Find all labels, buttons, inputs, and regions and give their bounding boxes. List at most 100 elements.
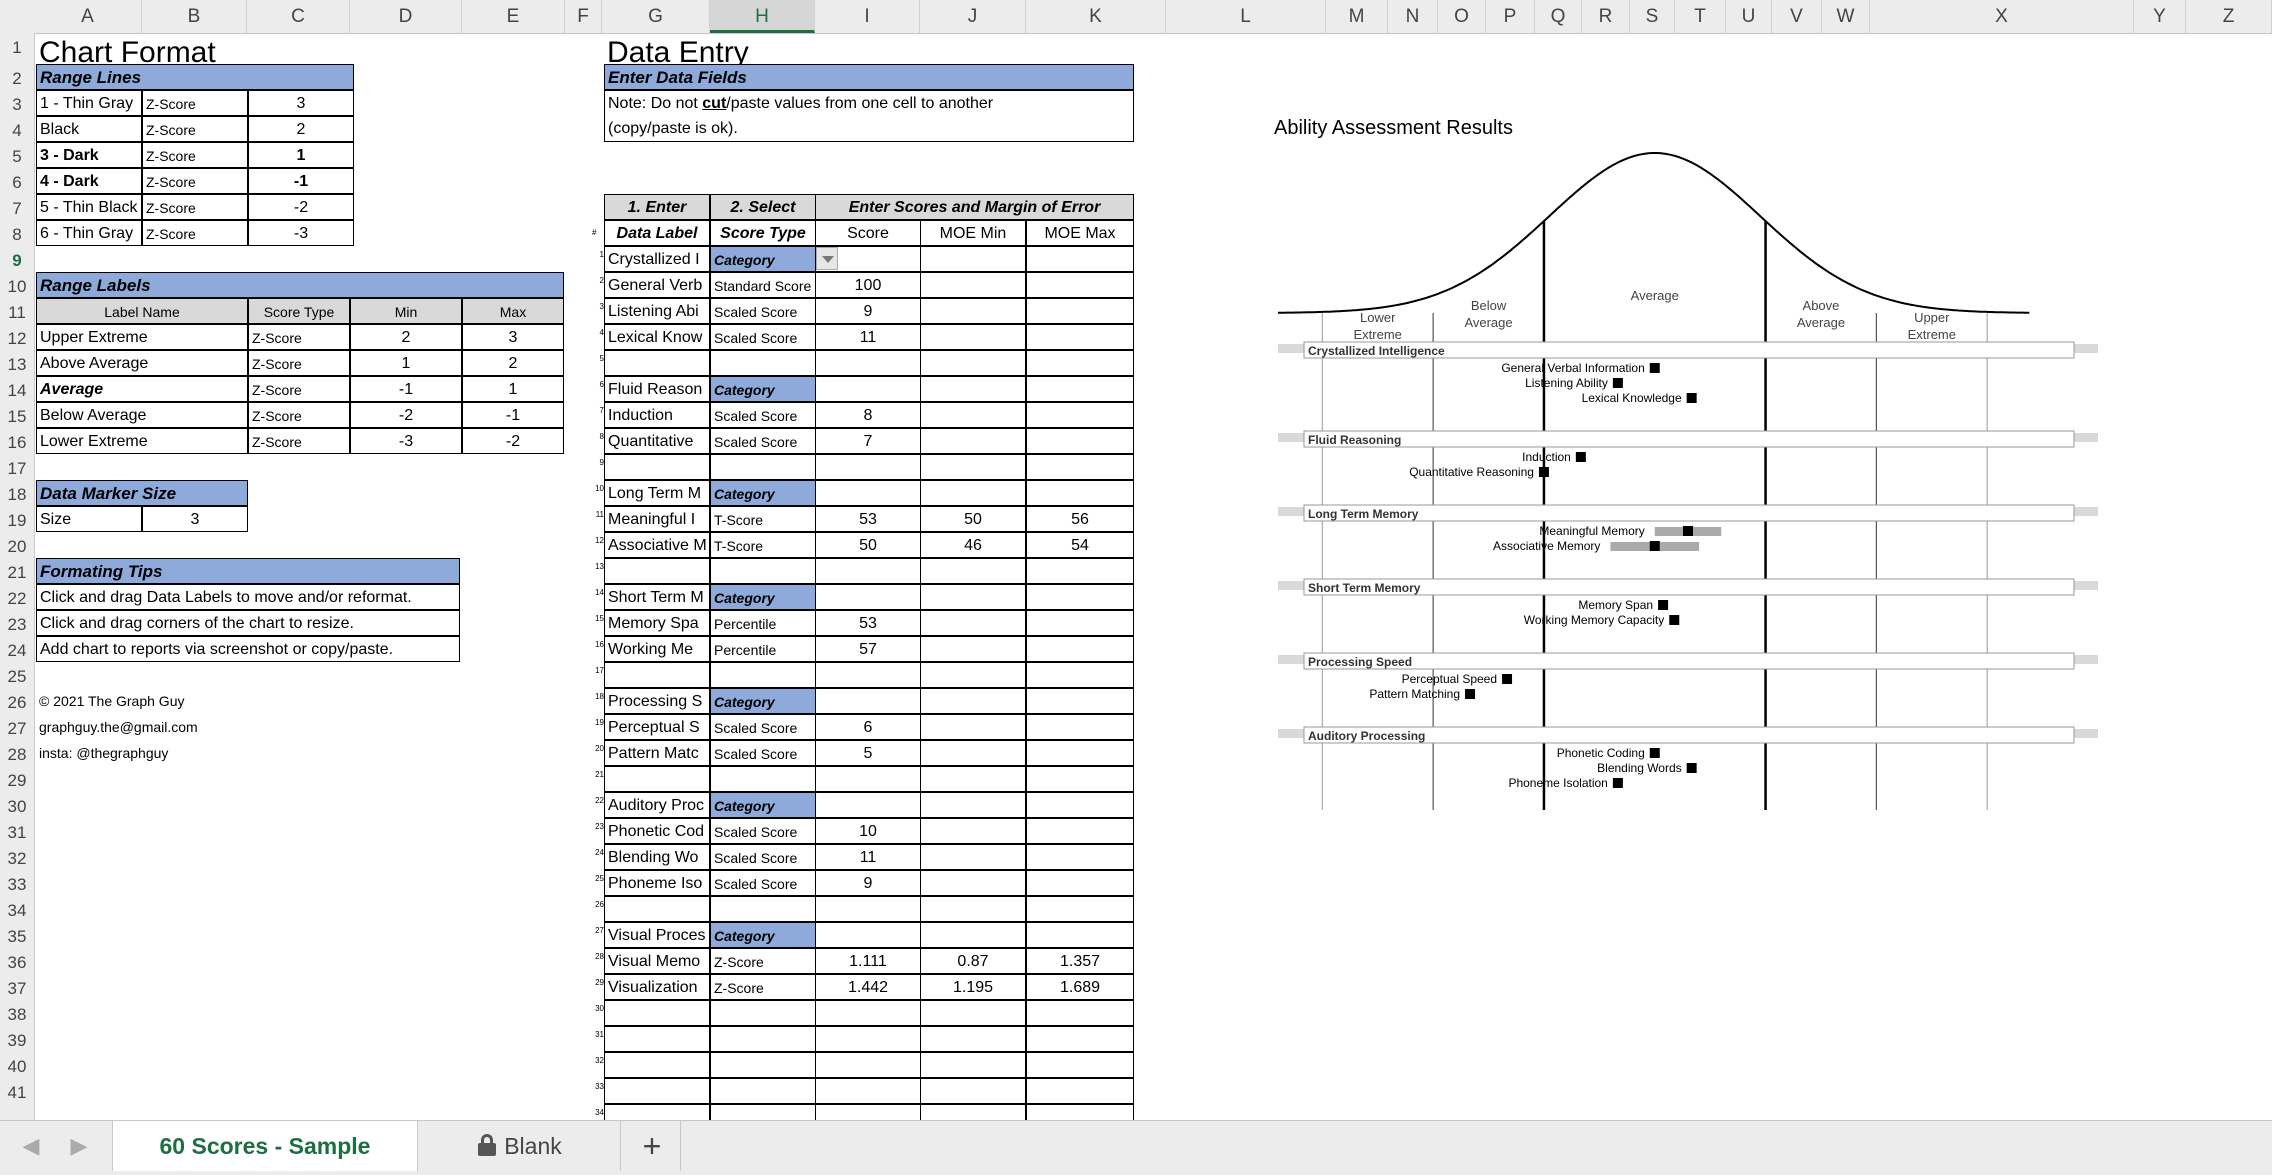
add-sheet-button[interactable]: + xyxy=(624,1121,681,1171)
entry-moe-max[interactable] xyxy=(1026,1026,1134,1052)
entry-moe-max[interactable] xyxy=(1026,428,1134,454)
row-header-14[interactable]: 14 xyxy=(7,381,27,400)
entry-moe-min[interactable]: 1.195 xyxy=(920,974,1026,1000)
row-header-4[interactable]: 4 xyxy=(12,121,22,140)
entry-moe-max[interactable] xyxy=(1026,818,1134,844)
entry-moe-min[interactable] xyxy=(920,298,1026,324)
entry-score-type[interactable]: Percentile xyxy=(710,636,816,662)
entry-score[interactable]: 8 xyxy=(815,402,921,428)
entry-score-type[interactable]: T-Score xyxy=(710,532,816,558)
enter-data-fields-header[interactable]: Enter Data Fields xyxy=(604,64,1134,90)
entry-score-type[interactable] xyxy=(710,1078,816,1104)
entry-score[interactable]: 9 xyxy=(815,298,921,324)
entry-moe-min[interactable] xyxy=(920,870,1026,896)
column-header-s[interactable]: S xyxy=(1630,0,1675,33)
entry-moe-min[interactable] xyxy=(920,558,1026,584)
entry-score[interactable] xyxy=(815,792,921,818)
range-label-max[interactable]: 3 xyxy=(462,324,564,350)
entry-moe-max[interactable] xyxy=(1026,350,1134,376)
column-header-j[interactable]: J xyxy=(920,0,1026,33)
entry-moe-max[interactable] xyxy=(1026,922,1134,948)
range-label-max[interactable]: 2 xyxy=(462,350,564,376)
entry-data-label[interactable] xyxy=(604,662,710,688)
range-label-type[interactable]: Z-Score xyxy=(248,324,350,350)
entry-score[interactable]: 5 xyxy=(815,740,921,766)
column-header-i[interactable]: I xyxy=(815,0,920,33)
column-header-z[interactable]: Z xyxy=(2186,0,2272,33)
entry-score[interactable] xyxy=(815,662,921,688)
entry-moe-min[interactable]: 50 xyxy=(920,506,1026,532)
entry-score[interactable]: 50 xyxy=(815,532,921,558)
row-header-39[interactable]: 39 xyxy=(7,1031,27,1050)
range-labels-col-header[interactable]: Label Name xyxy=(36,298,248,324)
entry-moe-min[interactable] xyxy=(920,1000,1026,1026)
entry-moe-min[interactable] xyxy=(920,610,1026,636)
entry-moe-max[interactable] xyxy=(1026,558,1134,584)
entry-score-type[interactable]: Scaled Score xyxy=(710,844,816,870)
entry-score-type[interactable] xyxy=(710,662,816,688)
entry-moe-max[interactable] xyxy=(1026,584,1134,610)
header-score[interactable]: Score xyxy=(815,220,921,246)
entry-moe-min[interactable] xyxy=(920,818,1026,844)
tab-prev-button[interactable]: ◀ xyxy=(14,1121,48,1171)
column-header-p[interactable]: P xyxy=(1486,0,1535,33)
range-label-name[interactable]: Below Average xyxy=(36,402,248,428)
row-header-13[interactable]: 13 xyxy=(7,355,27,374)
entry-score-type[interactable] xyxy=(710,558,816,584)
range-labels-header[interactable]: Range Labels xyxy=(36,272,564,298)
entry-data-label[interactable]: Visual Proces xyxy=(604,922,710,948)
row-header-41[interactable]: 41 xyxy=(7,1083,27,1102)
entry-score[interactable]: 57 xyxy=(815,636,921,662)
range-line-name[interactable]: 1 - Thin Gray xyxy=(36,90,142,116)
entry-moe-min[interactable] xyxy=(920,740,1026,766)
range-line-name[interactable]: 6 - Thin Gray xyxy=(36,220,142,246)
entry-score-type[interactable]: Scaled Score xyxy=(710,818,816,844)
entry-data-label[interactable] xyxy=(604,350,710,376)
formatting-tip[interactable]: Add chart to reports via screenshot or c… xyxy=(36,636,460,662)
entry-score[interactable] xyxy=(815,1052,921,1078)
column-header-o[interactable]: O xyxy=(1438,0,1486,33)
range-line-name[interactable]: 5 - Thin Black xyxy=(36,194,142,220)
entry-score-type[interactable]: Scaled Score xyxy=(710,870,816,896)
row-header-31[interactable]: 31 xyxy=(7,823,27,842)
column-header-l[interactable]: L xyxy=(1166,0,1326,33)
range-line-type[interactable]: Z-Score xyxy=(142,220,248,246)
entry-moe-min[interactable] xyxy=(920,402,1026,428)
row-header-18[interactable]: 18 xyxy=(7,485,27,504)
range-line-value[interactable]: -1 xyxy=(248,168,354,194)
range-label-max[interactable]: -1 xyxy=(462,402,564,428)
entry-moe-min[interactable] xyxy=(920,662,1026,688)
entry-score-type[interactable]: Category xyxy=(710,792,816,818)
column-header-a[interactable]: A xyxy=(34,0,142,33)
entry-score[interactable]: 7 xyxy=(815,428,921,454)
header-enter-label[interactable]: 1. Enter xyxy=(604,194,710,220)
row-header-16[interactable]: 16 xyxy=(7,433,27,452)
entry-moe-min[interactable] xyxy=(920,792,1026,818)
row-header-22[interactable]: 22 xyxy=(7,589,27,608)
range-line-type[interactable]: Z-Score xyxy=(142,194,248,220)
entry-score[interactable] xyxy=(815,454,921,480)
marker-size-header[interactable]: Data Marker Size xyxy=(36,480,248,506)
entry-moe-max[interactable] xyxy=(1026,662,1134,688)
row-header-35[interactable]: 35 xyxy=(7,927,27,946)
entry-score-type[interactable] xyxy=(710,766,816,792)
formatting-tips-header[interactable]: Formating Tips xyxy=(36,558,460,584)
range-label-type[interactable]: Z-Score xyxy=(248,402,350,428)
entry-data-label[interactable]: Quantitative xyxy=(604,428,710,454)
entry-moe-min[interactable] xyxy=(920,324,1026,350)
entry-data-label[interactable]: Visualization xyxy=(604,974,710,1000)
entry-moe-max[interactable] xyxy=(1026,246,1134,272)
column-header-b[interactable]: B xyxy=(142,0,247,33)
column-header-w[interactable]: W xyxy=(1822,0,1870,33)
entry-data-label[interactable]: Meaningful I xyxy=(604,506,710,532)
row-header-28[interactable]: 28 xyxy=(7,745,27,764)
header-moe-min[interactable]: MOE Min xyxy=(920,220,1026,246)
range-label-type[interactable]: Z-Score xyxy=(248,376,350,402)
row-header-38[interactable]: 38 xyxy=(7,1005,27,1024)
entry-moe-max[interactable] xyxy=(1026,844,1134,870)
range-line-value[interactable]: -3 xyxy=(248,220,354,246)
entry-moe-min[interactable] xyxy=(920,454,1026,480)
range-lines-header[interactable]: Range Lines xyxy=(36,64,354,90)
data-entry-title[interactable]: Data Entry xyxy=(607,36,749,69)
range-label-min[interactable]: 2 xyxy=(350,324,462,350)
